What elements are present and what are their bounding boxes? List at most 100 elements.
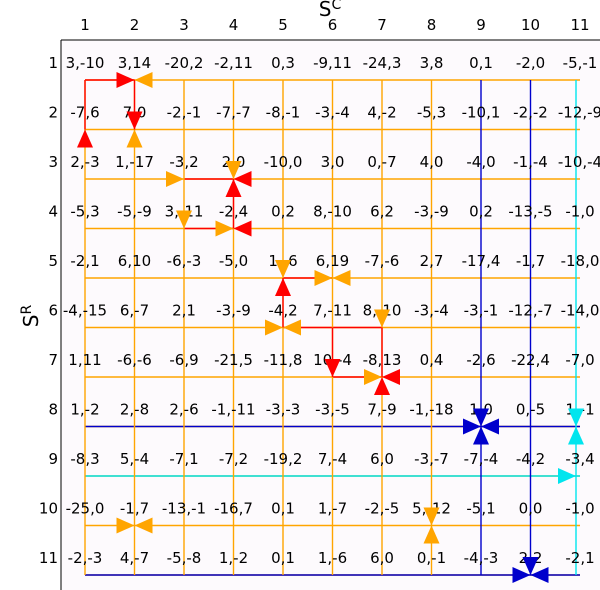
payoff-cell: -5,3 [417, 104, 446, 122]
orange-arrowhead-right [314, 270, 333, 286]
column-number: 1 [80, 16, 90, 34]
column-number: 9 [476, 16, 486, 34]
payoff-cell: -10,1 [462, 104, 501, 122]
payoff-cell: 4,0 [420, 153, 444, 171]
payoff-cell: -2,1 [70, 252, 99, 270]
arrowheads [77, 72, 584, 583]
orange-arrowhead-left [283, 319, 301, 336]
red-arrowhead-right [116, 72, 135, 88]
payoff-cell: -5,1 [466, 500, 495, 518]
payoff-cell: -1,0 [565, 203, 594, 221]
payoff-cell: -5,3 [70, 203, 99, 221]
blue-arrowhead-down [522, 557, 539, 575]
red-arrowhead-down [324, 359, 341, 377]
row-number-labels: 1 2 3 4 5 6 7 8 9 10 11 [39, 54, 58, 567]
payoff-cell: -8,-1 [266, 104, 301, 122]
payoff-cell: -3,-4 [414, 302, 449, 320]
payoff-cell: 3,0 [321, 153, 345, 171]
payoff-cell: 0,3 [271, 54, 295, 72]
plot-background [61, 40, 600, 590]
column-number: 11 [570, 16, 589, 34]
red-arrowhead-left [382, 369, 400, 385]
payoff-cell: -1,-11 [211, 401, 255, 419]
payoff-cell: -7,-4 [464, 450, 499, 468]
red-arrowhead-down [126, 111, 143, 130]
y-axis-title-group: SR [19, 305, 43, 328]
blue-arrowhead-up [473, 426, 489, 445]
orange-arrowhead-down [423, 507, 440, 526]
payoff-cell: -19,2 [264, 450, 303, 468]
payoff-cell: -7,0 [565, 351, 594, 369]
row-number: 10 [39, 500, 58, 518]
row-number: 7 [48, 351, 58, 369]
payoff-cell: -17,4 [462, 252, 501, 270]
payoff-cell: 0,2 [469, 203, 493, 221]
payoff-cell: -3,4 [565, 450, 594, 468]
payoff-cell: -14,0 [561, 302, 600, 320]
payoff-cell: -2,-2 [513, 104, 548, 122]
payoff-cell: 7,-11 [313, 302, 352, 320]
payoff-cell: -3,2 [169, 153, 198, 171]
payoff-cell: -4,2 [516, 450, 545, 468]
payoff-cell: -3,-1 [464, 302, 499, 320]
blue-arrowhead-left [481, 418, 499, 435]
cyan-arrowhead-down [568, 408, 584, 427]
orange-arrowhead-down [374, 309, 390, 328]
orange-arrowhead-down [176, 210, 192, 229]
payoff-cell: 6,-7 [120, 302, 149, 320]
payoff-cell: 0,-1 [417, 549, 446, 567]
red-arrowhead-up [374, 377, 390, 395]
payoff-cell: -7,2 [219, 450, 248, 468]
orange-arrowhead-up [423, 525, 440, 544]
payoff-cell: 2,-8 [120, 401, 149, 419]
payoff-cell: 4,-2 [367, 104, 396, 122]
payoff-cell: -7,1 [169, 450, 198, 468]
payoff-cell: 0,0 [519, 500, 543, 518]
payoff-cell: -2,1 [565, 549, 594, 567]
row-number: 3 [48, 153, 58, 171]
payoff-cell: -24,3 [363, 54, 402, 72]
payoff-cell: -13,-5 [508, 203, 552, 221]
row-number: 5 [48, 252, 58, 270]
payoff-cell: -1,-4 [513, 153, 548, 171]
payoff-cell: 3,8 [420, 54, 444, 72]
payoff-cell: 6,19 [316, 252, 349, 270]
payoff-cell: -10,0 [264, 153, 303, 171]
orange-arrowhead-right [116, 517, 135, 534]
column-number: 2 [130, 16, 140, 34]
payoff-cell: 8,-10 [313, 203, 352, 221]
row-number: 11 [39, 549, 58, 567]
payoff-cell: -8,3 [70, 450, 99, 468]
payoff-cell: -2,4 [219, 203, 248, 221]
payoff-cell: -7,-7 [216, 104, 251, 122]
row-number: 8 [48, 401, 58, 419]
payoff-cell: 5,-4 [120, 450, 149, 468]
column-number: 8 [427, 16, 437, 34]
orange-arrowhead-right [166, 171, 184, 187]
column-number: 10 [521, 16, 540, 34]
red-arrowhead-up [225, 179, 242, 197]
payoff-cell: 1,-2 [219, 549, 248, 567]
payoff-cell: -16,7 [214, 500, 253, 518]
payoff-cell: -6,-6 [117, 351, 152, 369]
payoff-cell: 0,-5 [516, 401, 545, 419]
payoff-cell: 1,11 [68, 351, 101, 369]
column-number-labels: 1 2 3 4 5 6 7 8 9 10 11 [80, 16, 589, 34]
payoff-cell: 0,-7 [367, 153, 396, 171]
orange-arrowhead-down [225, 161, 242, 179]
payoff-cell: -2,-5 [365, 500, 400, 518]
payoff-cell: -13,-1 [162, 500, 206, 518]
payoff-cell: -2,-3 [68, 549, 103, 567]
payoff-cell: -5,-8 [167, 549, 202, 567]
payoff-cell: -20,2 [165, 54, 204, 72]
payoff-cell: 1,-2 [70, 401, 99, 419]
red-arrowhead-left [233, 171, 252, 187]
payoff-cell: 7,-4 [318, 450, 347, 468]
payoff-cell: -1,0 [565, 500, 594, 518]
payoff-cell: -3,-9 [414, 203, 449, 221]
payoff-cell: -8,13 [363, 351, 402, 369]
payoff-cell: 3,-10 [66, 54, 105, 72]
orange-arrowhead-down [275, 260, 291, 278]
payoff-cell: -3,-5 [315, 401, 350, 419]
payoff-cell: -4,-15 [63, 302, 107, 320]
